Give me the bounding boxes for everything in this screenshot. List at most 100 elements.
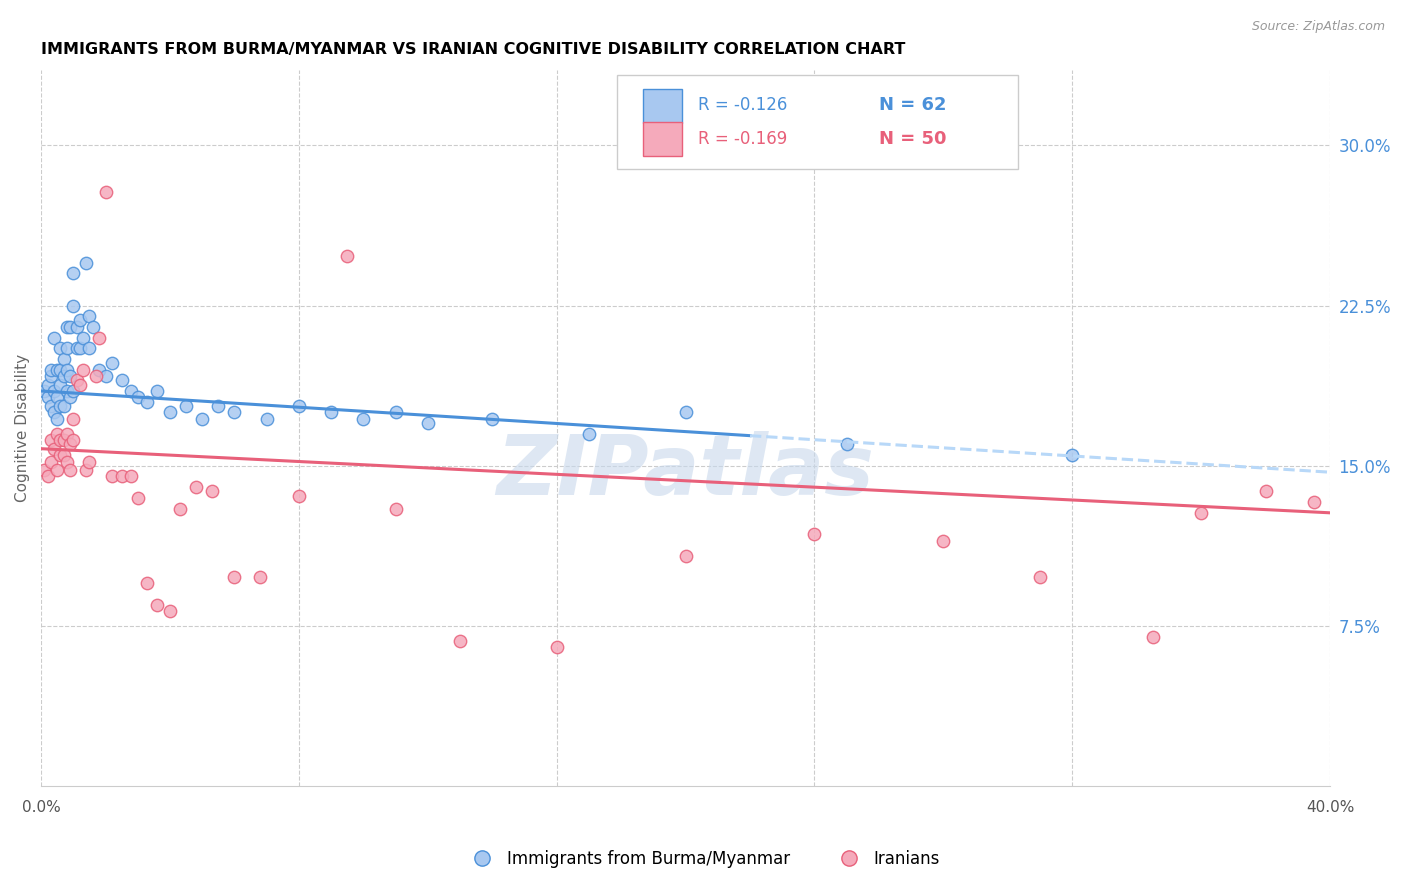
Point [120,384,142,398]
Point [49,433,72,447]
Point [59,391,82,405]
Text: N = 50: N = 50 [879,130,946,148]
Point [49,399,72,413]
Point [69,377,91,392]
Point [34,384,56,398]
Point [835,437,858,451]
Point [546,640,568,655]
Text: R = -0.169: R = -0.169 [699,130,787,148]
Point [384,405,406,419]
Point [82,319,104,334]
Point [79,454,101,468]
Point [256,411,278,425]
Point [65,373,87,387]
Point [52,448,75,462]
Point [84,369,107,384]
Point [146,384,169,398]
Point [39,369,62,384]
Point [52,351,75,366]
Point [136,394,159,409]
Text: ZIPatlas: ZIPatlas [496,431,875,512]
Point [59,437,82,451]
Point [65,319,87,334]
Point [62,267,84,281]
Point [87,330,110,344]
Point [46,391,69,405]
Point [675,405,697,419]
FancyBboxPatch shape [643,89,682,123]
Point [169,501,191,516]
Point [87,362,110,376]
Point [1254,484,1277,499]
Point [79,341,101,355]
Point [62,299,84,313]
Point [42,330,65,344]
Point [184,480,207,494]
Point [65,341,87,355]
Point [39,399,62,413]
Point [56,454,79,468]
Point [159,405,181,419]
Point [79,309,101,323]
Point [224,570,246,584]
Point [1189,506,1212,520]
Point [59,319,82,334]
Point [111,373,134,387]
Point [62,384,84,398]
Point [42,405,65,419]
Point [69,313,91,327]
Point [449,634,471,648]
Point [49,377,72,392]
Point [52,399,75,413]
Point [56,341,79,355]
Legend: Immigrants from Burma/Myanmar, Iranians: Immigrants from Burma/Myanmar, Iranians [460,844,946,875]
Point [249,570,271,584]
Text: Source: ZipAtlas.com: Source: ZipAtlas.com [1251,20,1385,33]
Point [46,362,69,376]
Point [416,416,439,430]
Point [39,362,62,376]
Point [37,377,59,392]
Point [34,463,56,477]
Text: R = -0.126: R = -0.126 [699,95,787,114]
Point [127,491,149,505]
Point [56,362,79,376]
Point [101,469,124,483]
Point [56,384,79,398]
Point [52,433,75,447]
Point [75,256,97,270]
Point [224,405,246,419]
FancyBboxPatch shape [643,122,682,156]
Point [49,362,72,376]
Point [191,411,214,425]
Point [72,362,94,376]
Point [481,411,503,425]
Text: N = 62: N = 62 [879,95,946,114]
Point [37,469,59,483]
Point [120,469,142,483]
Point [42,384,65,398]
Point [207,399,229,413]
Point [101,356,124,370]
Point [94,369,117,384]
Point [174,399,197,413]
Point [321,405,343,419]
Point [1303,495,1326,509]
Point [1142,630,1164,644]
Point [288,399,311,413]
Point [384,501,406,516]
Point [39,454,62,468]
Point [59,369,82,384]
Point [1062,448,1084,462]
Point [146,598,169,612]
Point [46,463,69,477]
Point [201,484,224,499]
Point [69,341,91,355]
Point [49,448,72,462]
Point [62,411,84,425]
Point [49,341,72,355]
Point [675,549,697,563]
Point [336,249,359,263]
Point [56,426,79,441]
FancyBboxPatch shape [617,76,1018,169]
